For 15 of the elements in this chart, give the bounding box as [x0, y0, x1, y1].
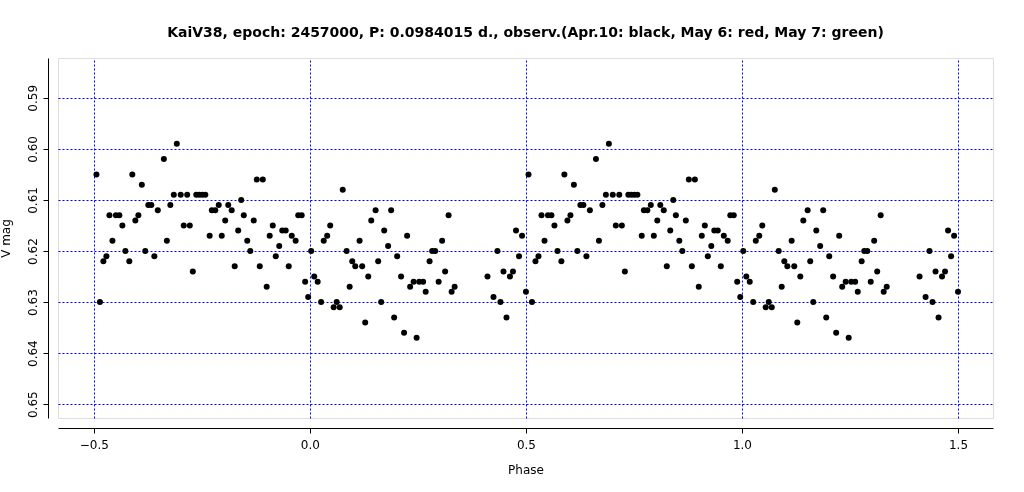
- x-tick-label: 1.5: [948, 437, 969, 452]
- chart-title: KaiV38, epoch: 2457000, P: 0.0984015 d., observ.(Apr.10: black, May 6: red, May 7: green): [167, 24, 884, 40]
- y-tick-label: 0.62: [25, 238, 40, 265]
- y-tick-label: 0.60: [25, 136, 40, 163]
- x-axis-title: Phase: [508, 462, 544, 477]
- x-tick-label: −0.5: [79, 437, 109, 452]
- y-axis-title: V mag: [0, 219, 13, 258]
- y-tick-label: 0.64: [25, 340, 40, 368]
- y-tick-label: 0.65: [25, 391, 40, 419]
- x-tick-label: 0.0: [300, 437, 320, 452]
- y-tick-label: 0.61: [25, 187, 40, 214]
- x-tick-label: 1.0: [732, 437, 753, 452]
- x-tick-label: 0.5: [516, 437, 536, 452]
- y-tick-label: 0.59: [25, 84, 40, 112]
- y-tick-label: 0.63: [25, 289, 40, 316]
